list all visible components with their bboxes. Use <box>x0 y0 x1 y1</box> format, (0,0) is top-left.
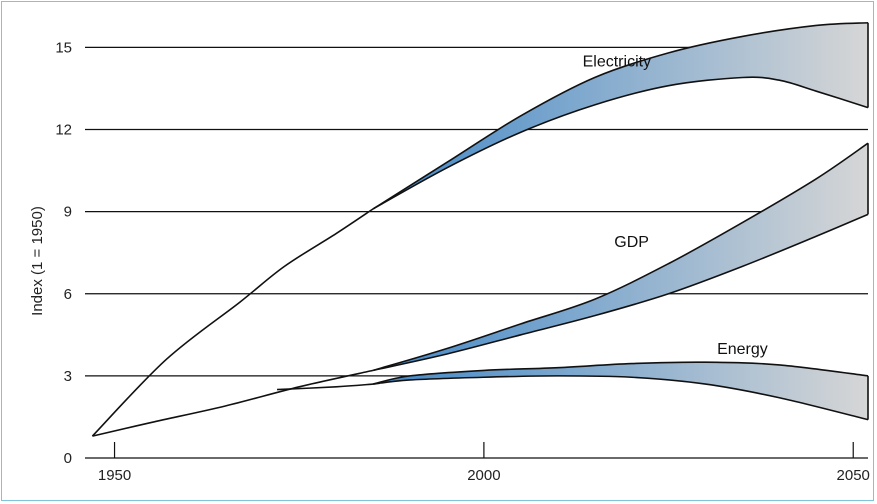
energy-lower-line <box>372 375 869 421</box>
y-tick-label: 12 <box>55 122 72 139</box>
projection-bands <box>373 22 868 420</box>
gdp-trunk-line <box>92 369 374 437</box>
y-axis-label: Index (1 = 1950) <box>29 206 46 316</box>
y-tick-label: 3 <box>64 368 72 385</box>
y-tick-label: 9 <box>64 204 72 221</box>
electricity-trunk-line <box>91 208 374 437</box>
energy-label: Energy <box>717 341 768 358</box>
series-labels: Electricity GDP Energy <box>583 54 768 358</box>
electricity-upper-line <box>372 21 869 210</box>
x-tick-label: 1950 <box>98 467 131 484</box>
energy-band <box>373 362 868 420</box>
energy-trunk-line <box>277 383 374 391</box>
x-tick-label: 2000 <box>467 467 500 484</box>
gdp-lower-line <box>372 213 869 372</box>
gdp-band <box>373 143 868 371</box>
gdp-upper-line <box>372 142 869 372</box>
gdp-label: GDP <box>614 234 649 251</box>
x-tick-label: 2050 <box>837 467 870 484</box>
electricity-band <box>373 22 868 209</box>
y-tick-label: 15 <box>55 39 72 56</box>
electricity-lower-line <box>372 76 869 210</box>
energy-upper-line <box>372 361 869 385</box>
y-tick-label: 0 <box>64 450 72 467</box>
electricity-label: Electricity <box>583 54 651 71</box>
y-tick-label: 6 <box>64 286 72 303</box>
series-lines <box>91 21 869 437</box>
grid-lines <box>85 46 868 377</box>
axes: 0 3 6 9 12 15 1950 2000 2050 <box>55 39 870 484</box>
